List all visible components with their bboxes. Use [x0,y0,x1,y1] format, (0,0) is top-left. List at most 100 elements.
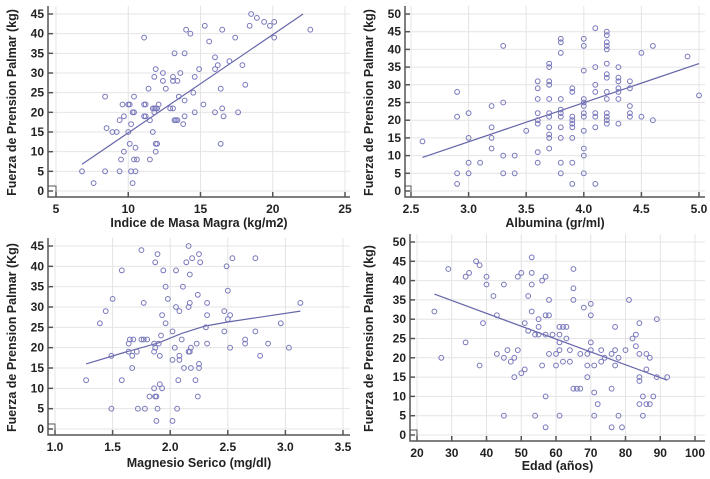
data-point [580,152,587,159]
data-point [580,43,587,49]
data-point [131,156,137,163]
y-tick-label: 10 [31,381,45,395]
data-point [193,340,200,347]
data-point [542,312,549,319]
data-point [142,405,148,412]
data-point [580,67,587,74]
data-point [175,93,182,100]
data-point [160,267,167,274]
data-point [539,362,545,369]
data-point [567,347,573,354]
data-point [239,62,246,68]
y-tick-label: 10 [393,389,407,403]
data-point [160,78,166,84]
data-point [525,327,532,334]
data-point [546,78,553,85]
data-point [187,30,194,37]
data-point [612,347,618,354]
data-point [173,304,179,310]
data-point [626,297,632,303]
y-tick-label: 35 [393,293,407,307]
data-point [90,180,97,187]
data-point [169,418,176,424]
data-point [587,347,594,354]
regression-line [434,293,668,381]
data-point [126,101,133,108]
y-tick-label: 25 [393,332,407,346]
data-point [173,267,179,274]
data-point [514,273,521,280]
data-point [473,258,480,265]
data-point [646,354,653,361]
data-point [580,304,587,311]
data-point [627,113,633,120]
x-tick-label: 3.0 [277,440,294,454]
y-tick-label: 30 [388,78,402,92]
data-point [535,331,542,338]
data-point [151,385,158,392]
data-point [542,424,549,431]
data-point [584,351,591,357]
data-point [535,316,542,323]
data-point [462,339,469,346]
data-point [141,34,148,41]
data-point [108,352,115,359]
data-point [454,89,461,95]
data-point [483,273,490,280]
data-point [570,297,577,303]
data-point [206,38,213,45]
data-point [131,109,137,116]
data-point [103,125,110,132]
data-point [534,120,541,127]
data-point [488,103,495,109]
data-point [557,170,564,177]
data-point [477,159,484,166]
data-point [271,19,278,25]
data-point [580,99,587,106]
data-point [466,270,473,276]
x-tick-label: 15 [194,202,208,216]
y-tick-label: 20 [31,105,45,119]
data-point [615,74,622,81]
data-point [603,120,610,127]
data-point [220,113,227,120]
data-point [490,293,497,299]
data-point [180,283,186,290]
x-tick-label: 20 [410,446,424,460]
data-point [162,283,169,290]
data-point [546,131,553,138]
data-point [246,22,253,29]
x-axis-label: Indice de Masa Magra (kg/m2) [110,216,287,230]
x-tick-label: 2.0 [162,440,179,454]
data-point [580,110,587,116]
data-point [265,340,272,347]
data-point [126,336,133,343]
data-point [560,324,566,330]
x-tick-label: 3.0 [460,202,477,216]
data-point [542,273,549,280]
data-point [267,22,273,29]
data-point [615,64,622,70]
data-point [619,424,625,431]
y-axis-label: Fuerza de Prension Palmar (Kg) [5,243,19,432]
data-point [146,393,153,400]
data-point [580,35,587,42]
x-tick-label: 40 [480,446,494,460]
data-point [557,39,564,46]
data-point [200,101,207,108]
data-point [221,328,228,335]
data-point [511,152,518,159]
data-point [594,401,601,408]
data-point [203,324,209,331]
data-point [643,401,650,408]
data-point [121,113,127,120]
y-tick-label: 40 [31,27,45,41]
data-point [188,344,194,351]
data-point [636,401,643,408]
data-point [684,53,691,60]
data-point [194,291,201,298]
data-point [197,259,204,266]
x-tick-label: 1.5 [104,440,121,454]
data-point [521,366,528,373]
data-point [546,351,552,357]
